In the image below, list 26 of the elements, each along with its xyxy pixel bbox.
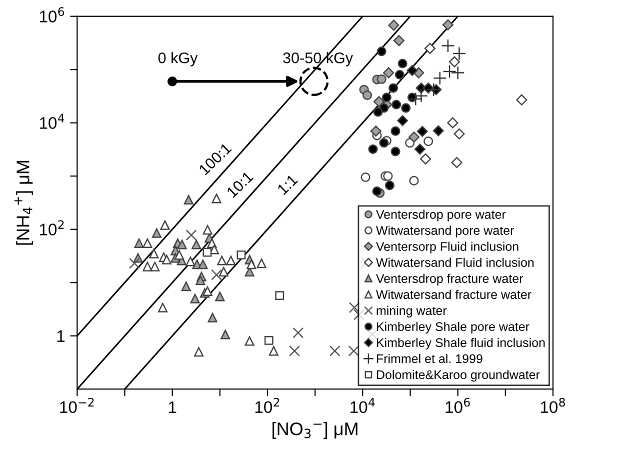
- x-tick-label: 1: [168, 402, 176, 413]
- x-axis-title: [NO$_{3}$$^{−}$] μM: [272, 422, 358, 439]
- annotation: 1:1: [276, 174, 298, 195]
- y-tick-label: 10$^{6}$: [40, 7, 64, 22]
- x-tick-label: 10$^{6}$: [446, 398, 470, 414]
- legend-label: Ventersdrop fracture water: [376, 274, 524, 286]
- legend-label: Frimmel et al. 1999: [376, 354, 482, 364]
- annotation: 30-50 kGy: [283, 52, 353, 66]
- x-tick-label: 10$^{8}$: [540, 398, 565, 414]
- legend-label: Witwatersand fracture water: [376, 290, 532, 300]
- legend-label: Witwatersand Fluid inclusion: [376, 258, 534, 267]
- legend-label: Witwatersand pore water: [376, 226, 514, 238]
- x-tick-label: 10$^{−2}$: [60, 398, 94, 414]
- y-tick-label: 10$^{2}$: [40, 220, 64, 236]
- legend-label: Kimberley Shale pore water: [376, 322, 530, 334]
- legend-label: Ventersdrop pore water: [376, 210, 506, 222]
- x-tick-label: 10$^{4}$: [350, 398, 375, 414]
- y-axis-title: [NH$_{4}$$^{+}$] μM: [14, 160, 33, 245]
- annotation: 0 kGy: [158, 52, 198, 66]
- legend-label: Dolomite&Karoo groundwater: [376, 370, 540, 382]
- legend-label: mining water: [376, 306, 447, 318]
- x-tick-label: 10$^{2}$: [255, 398, 280, 414]
- y-tick-label: 10$^{4}$: [40, 114, 64, 129]
- legend-label: Kimberley Shale fluid inclusion: [376, 338, 545, 350]
- y-tick-label: 1: [57, 330, 65, 342]
- legend-label: Ventersorp Fluid inclusion: [376, 242, 518, 254]
